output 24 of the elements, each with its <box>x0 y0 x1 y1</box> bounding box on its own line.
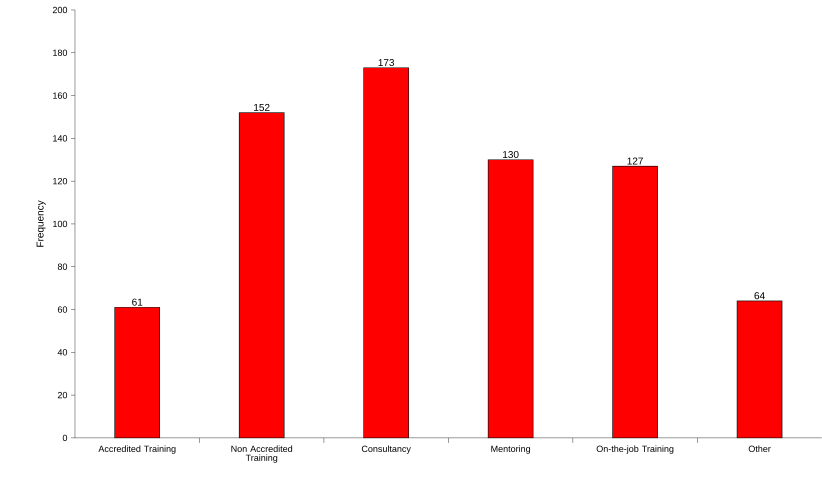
x-tick-label: Non Accredited Training <box>231 445 292 463</box>
y-tick-label: 100 <box>53 220 68 228</box>
y-tick-label: 180 <box>53 50 68 56</box>
data-label: 127 <box>628 158 643 165</box>
data-label: 64 <box>754 292 765 300</box>
data-label: 130 <box>503 151 519 158</box>
y-tick-label: 20 <box>58 392 68 398</box>
data-label: 173 <box>378 59 394 66</box>
x-tick-label: Consultancy <box>362 445 411 454</box>
y-axis-title: Frequency <box>36 200 46 247</box>
x-tick-label: Mentoring <box>491 445 530 454</box>
x-tick-label: Accredited Training <box>98 445 176 454</box>
data-label: 152 <box>254 104 270 112</box>
y-tick-label: 160 <box>53 92 68 99</box>
x-tick-label: On-the-job Training <box>596 445 674 454</box>
y-tick-label: 140 <box>53 135 68 142</box>
y-tick-label: 80 <box>58 264 68 270</box>
x-tick-label: Other <box>748 445 771 452</box>
y-tick-label: 60 <box>58 306 68 313</box>
y-tick-label: 0 <box>62 434 68 442</box>
y-tick-label: 200 <box>52 6 68 14</box>
y-tick-label: 40 <box>58 349 68 356</box>
y-tick-label: 120 <box>53 178 68 184</box>
data-label: 61 <box>132 298 142 306</box>
